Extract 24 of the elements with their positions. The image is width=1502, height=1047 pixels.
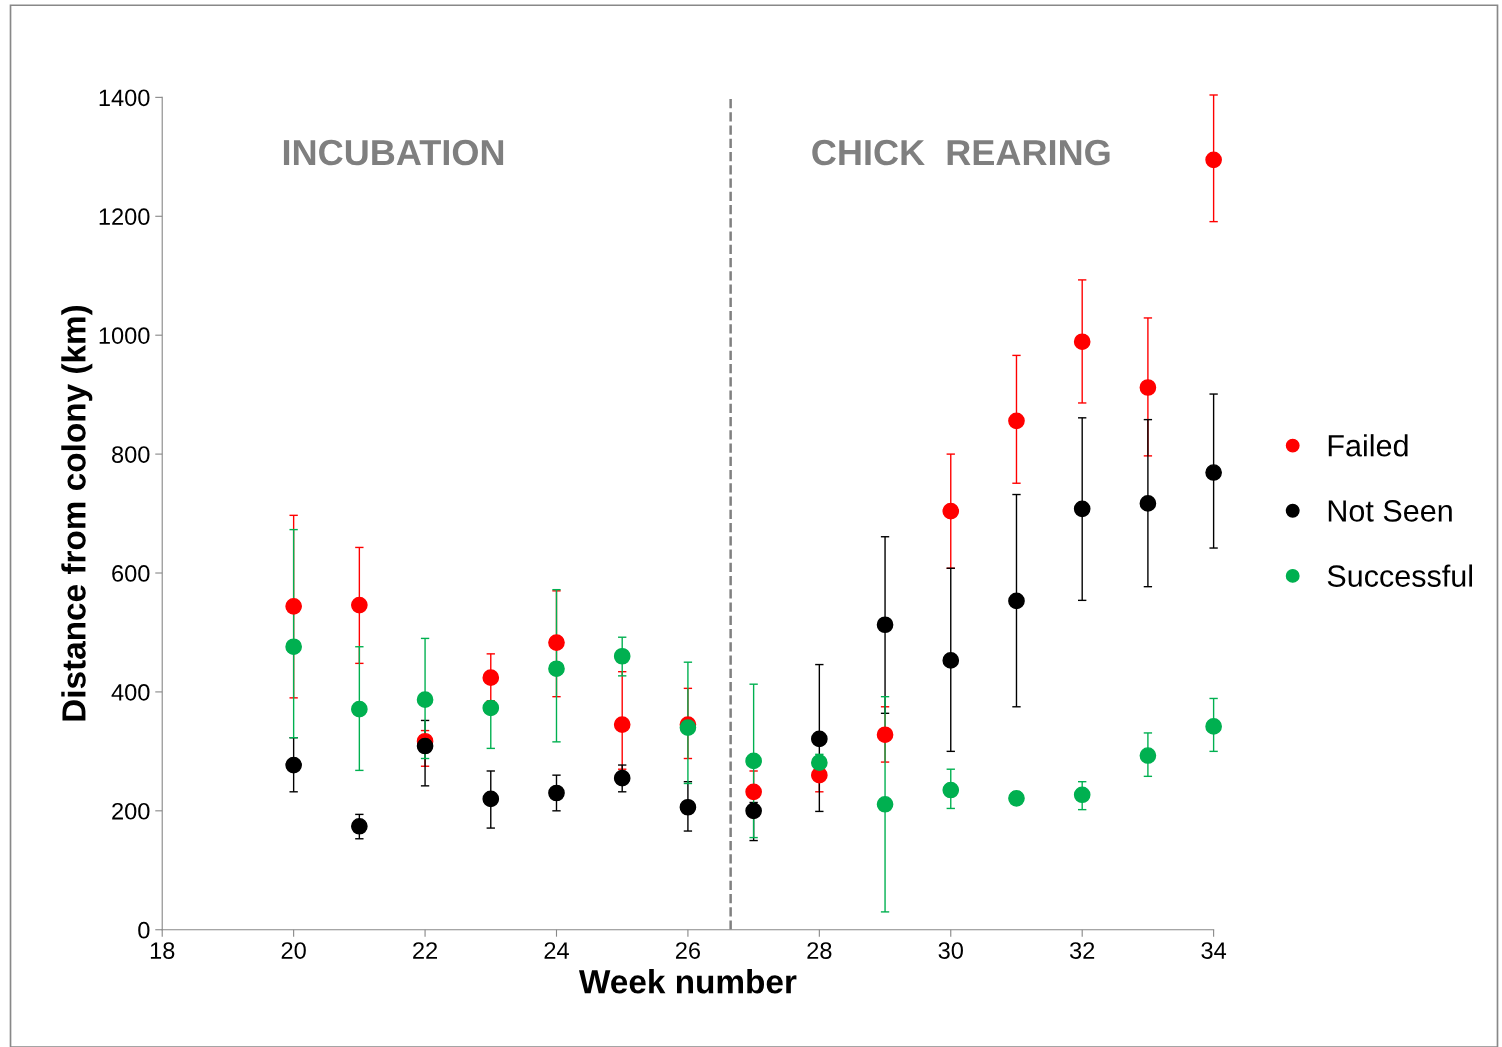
y-axis-title: Distance from colony (km) bbox=[61, 305, 93, 721]
x-tick-label: 30 bbox=[938, 942, 963, 959]
x-tick-label: 28 bbox=[807, 942, 832, 959]
y-tick-label: 800 bbox=[112, 446, 150, 463]
x-tick-label: 18 bbox=[150, 942, 175, 959]
legend-label: Successful bbox=[1327, 564, 1473, 587]
y-tick-label: 600 bbox=[112, 565, 150, 582]
annotation: INCUBATION bbox=[283, 139, 504, 166]
legend-label: Not Seen bbox=[1328, 500, 1452, 522]
x-tick-label: 34 bbox=[1201, 942, 1227, 959]
x-tick-label: 22 bbox=[413, 942, 438, 959]
y-tick-label: 0 bbox=[138, 921, 150, 939]
x-tick-label: 20 bbox=[281, 942, 306, 959]
y-tick-label: 1200 bbox=[99, 208, 150, 226]
x-tick-label: 24 bbox=[544, 942, 569, 959]
y-tick-label: 400 bbox=[111, 683, 150, 701]
y-tick-label: 1400 bbox=[99, 89, 150, 107]
x-tick-label: 26 bbox=[675, 942, 701, 959]
y-tick-label: 1000 bbox=[99, 327, 150, 344]
x-tick-label: 32 bbox=[1069, 942, 1095, 959]
annotation: CHICK REARING bbox=[812, 139, 1110, 166]
y-tick-label: 200 bbox=[112, 802, 150, 820]
x-axis-title: Week number bbox=[578, 969, 797, 994]
legend-label: Failed bbox=[1328, 434, 1408, 457]
